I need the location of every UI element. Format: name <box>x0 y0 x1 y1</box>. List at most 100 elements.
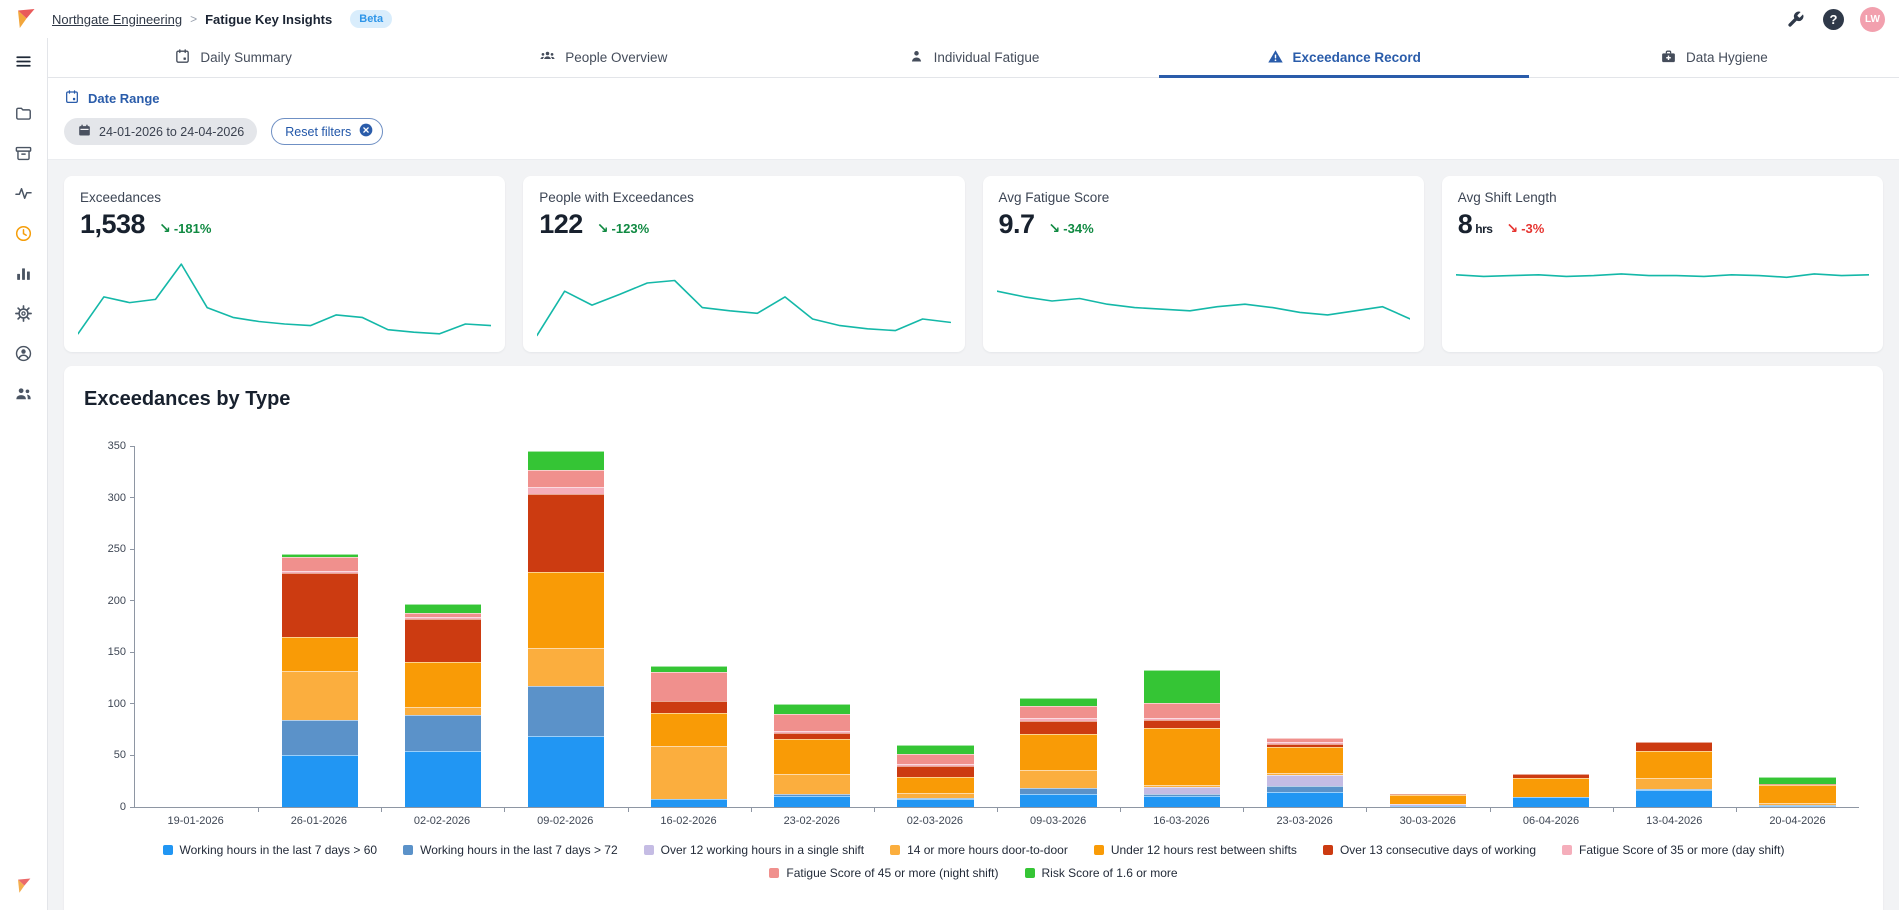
bar-segment[interactable] <box>1389 794 1467 804</box>
bar-segment[interactable] <box>897 754 974 764</box>
bar-segment[interactable] <box>404 751 482 807</box>
bar-segment[interactable] <box>527 494 605 572</box>
bar-segment[interactable] <box>1759 806 1836 807</box>
bar-segment[interactable] <box>897 763 974 766</box>
bar-segment[interactable] <box>774 730 851 733</box>
stacked-bar-23-02-2026[interactable] <box>774 703 851 807</box>
wrench-icon[interactable] <box>1783 7 1807 31</box>
legend-item[interactable]: Over 13 consecutive days of working <box>1322 843 1536 857</box>
stacked-bar-06-04-2026[interactable] <box>1512 774 1590 807</box>
bar-segment[interactable] <box>1020 705 1097 719</box>
sidebar-item-activity-icon[interactable] <box>0 176 48 216</box>
breadcrumb-org-link[interactable]: Northgate Engineering <box>52 11 183 27</box>
stacked-bar-09-03-2026[interactable] <box>1020 697 1097 807</box>
bar-segment[interactable] <box>1020 721 1097 734</box>
stacked-bar-16-03-2026[interactable] <box>1143 669 1220 807</box>
bar-segment[interactable] <box>281 557 358 571</box>
bar-segment[interactable] <box>897 765 974 778</box>
stacked-bar-30-03-2026[interactable] <box>1389 793 1467 807</box>
sidebar-item-user-circle-icon[interactable] <box>0 336 48 376</box>
sidebar-item-archive-box-icon[interactable] <box>0 136 48 176</box>
bar-segment[interactable] <box>774 703 851 715</box>
stacked-bar-20-04-2026[interactable] <box>1759 777 1836 807</box>
bar-segment[interactable] <box>1020 793 1097 807</box>
bar-segment[interactable] <box>897 798 974 807</box>
bar-segment[interactable] <box>1020 697 1097 706</box>
bar-segment[interactable] <box>774 738 851 775</box>
date-range-chip[interactable]: 24-01-2026 to 24-04-2026 <box>64 118 258 145</box>
bar-segment[interactable] <box>897 792 974 798</box>
bar-segment[interactable] <box>650 798 728 807</box>
bar-segment[interactable] <box>897 777 974 793</box>
sidebar-item-clock-icon[interactable] <box>0 216 48 256</box>
bar-segment[interactable] <box>1143 785 1220 788</box>
bar-segment[interactable] <box>404 706 482 716</box>
bar-segment[interactable] <box>1020 718 1097 722</box>
bar-segment[interactable] <box>1266 741 1343 745</box>
bar-segment[interactable] <box>404 603 482 614</box>
bar-segment[interactable] <box>404 715 482 752</box>
bar-segment[interactable] <box>897 745 974 755</box>
bar-segment[interactable] <box>1266 744 1343 748</box>
bar-segment[interactable] <box>527 571 605 649</box>
bar-segment[interactable] <box>1143 702 1220 719</box>
bar-segment[interactable] <box>1389 803 1467 806</box>
stacked-bar-23-03-2026[interactable] <box>1266 737 1343 807</box>
bar-segment[interactable] <box>1266 737 1343 742</box>
bar-segment[interactable] <box>650 713 728 747</box>
bar-segment[interactable] <box>1143 793 1220 796</box>
bar-segment[interactable] <box>650 700 728 714</box>
bar-segment[interactable] <box>1143 727 1220 786</box>
bar-segment[interactable] <box>650 665 728 672</box>
bar-segment[interactable] <box>527 686 605 736</box>
bar-segment[interactable] <box>1266 791 1343 807</box>
tab-people-overview[interactable]: People Overview <box>418 38 788 77</box>
bar-segment[interactable] <box>650 746 728 799</box>
bar-segment[interactable] <box>527 469 605 488</box>
bar-segment[interactable] <box>774 774 851 794</box>
bar-segment[interactable] <box>281 554 358 558</box>
legend-item[interactable]: Risk Score of 1.6 or more <box>1024 866 1178 880</box>
bar-segment[interactable] <box>404 661 482 707</box>
bar-segment[interactable] <box>1759 805 1836 806</box>
bar-segment[interactable] <box>1636 788 1713 790</box>
tab-daily-summary[interactable]: Daily Summary <box>48 38 418 77</box>
tab-individual-fatigue[interactable]: Individual Fatigue <box>788 38 1158 77</box>
bar-segment[interactable] <box>1512 778 1590 797</box>
bar-segment[interactable] <box>1759 784 1836 786</box>
stacked-bar-09-02-2026[interactable] <box>527 451 605 807</box>
legend-item[interactable]: 14 or more hours door-to-door <box>890 843 1068 857</box>
bar-segment[interactable] <box>1020 769 1097 789</box>
bar-segment[interactable] <box>1143 669 1220 703</box>
bar-segment[interactable] <box>1512 774 1590 779</box>
bar-segment[interactable] <box>281 570 358 573</box>
avatar[interactable]: LW <box>1860 6 1885 32</box>
help-icon[interactable]: ? <box>1823 8 1844 30</box>
bar-segment[interactable] <box>281 636 358 671</box>
bar-segment[interactable] <box>774 732 851 739</box>
stacked-bar-02-03-2026[interactable] <box>897 745 974 807</box>
sidebar-item-settings-gear-icon[interactable] <box>0 296 48 336</box>
bar-segment[interactable] <box>650 671 728 701</box>
bar-segment[interactable] <box>1020 733 1097 770</box>
legend-item[interactable]: Working hours in the last 7 days > 60 <box>162 843 377 857</box>
sidebar-item-menu-icon[interactable] <box>0 44 48 84</box>
bar-segment[interactable] <box>527 451 605 470</box>
bar-segment[interactable] <box>1266 786 1343 792</box>
stacked-bar-16-02-2026[interactable] <box>650 665 728 807</box>
bar-segment[interactable] <box>281 670 358 721</box>
legend-item[interactable]: Fatigue Score of 45 or more (night shift… <box>769 866 999 880</box>
bar-segment[interactable] <box>1512 796 1590 807</box>
bar-segment[interactable] <box>1759 777 1836 785</box>
bar-segment[interactable] <box>1636 778 1713 789</box>
bar-segment[interactable] <box>1389 806 1467 807</box>
legend-item[interactable]: Over 12 working hours in a single shift <box>643 843 864 857</box>
bar-segment[interactable] <box>1759 802 1836 805</box>
bar-segment[interactable] <box>1143 795 1220 807</box>
bar-segment[interactable] <box>774 793 851 796</box>
bar-segment[interactable] <box>404 617 482 620</box>
bar-segment[interactable] <box>1266 775 1343 787</box>
bar-segment[interactable] <box>1636 789 1713 807</box>
tab-exceedance-record[interactable]: Exceedance Record <box>1158 38 1530 78</box>
bar-segment[interactable] <box>404 613 482 618</box>
